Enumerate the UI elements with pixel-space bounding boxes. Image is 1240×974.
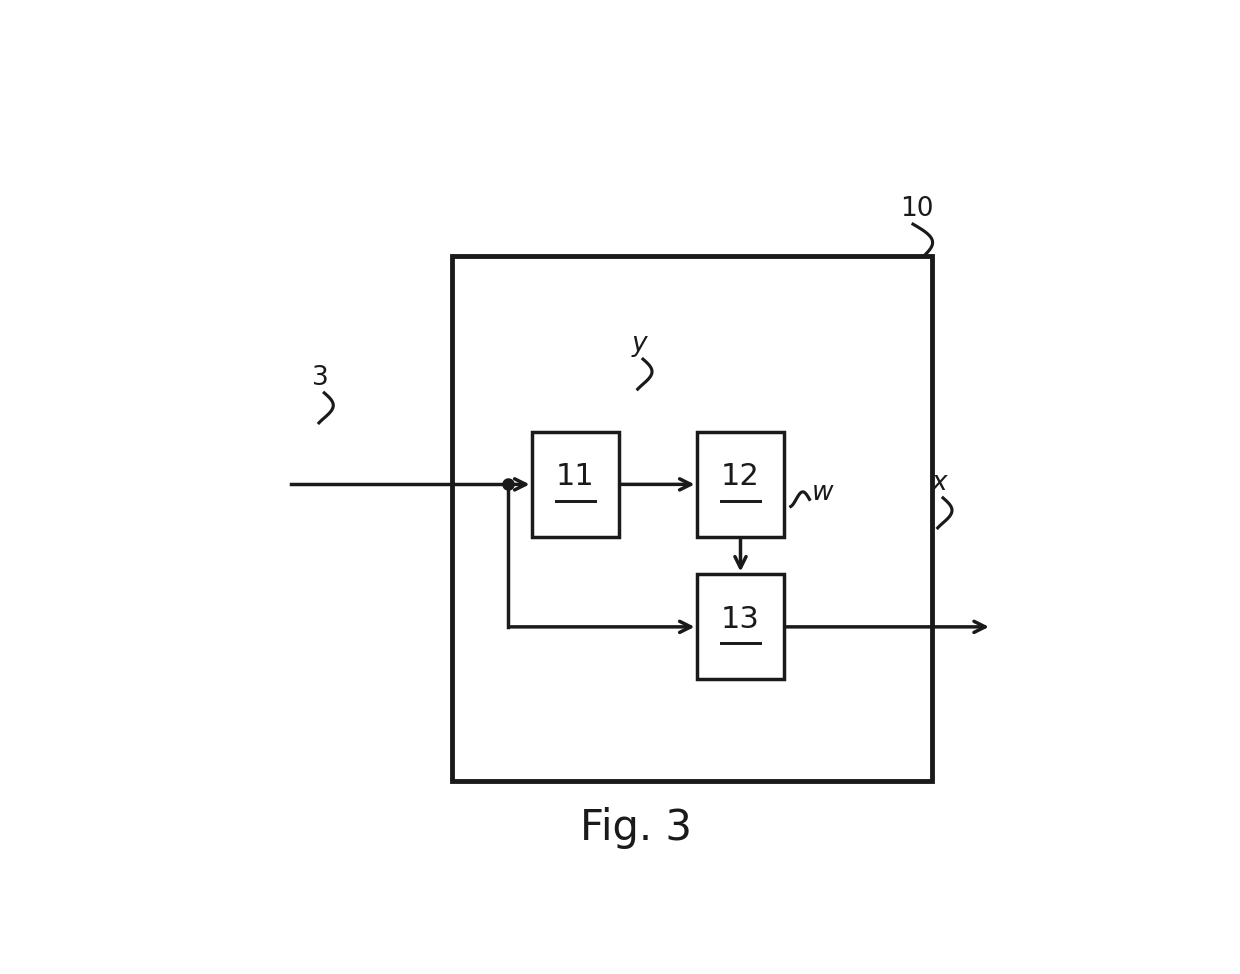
Bar <box>697 575 784 680</box>
Bar <box>451 255 931 780</box>
Text: 10: 10 <box>900 196 934 222</box>
Bar <box>697 431 784 537</box>
Text: 13: 13 <box>720 605 760 634</box>
Bar <box>532 431 619 537</box>
Text: 3: 3 <box>312 364 329 391</box>
Text: y: y <box>631 331 647 356</box>
Text: w: w <box>812 480 833 506</box>
Text: Fig. 3: Fig. 3 <box>579 806 692 849</box>
Text: x: x <box>931 469 947 496</box>
Text: 12: 12 <box>722 463 760 491</box>
Text: 11: 11 <box>556 463 595 491</box>
